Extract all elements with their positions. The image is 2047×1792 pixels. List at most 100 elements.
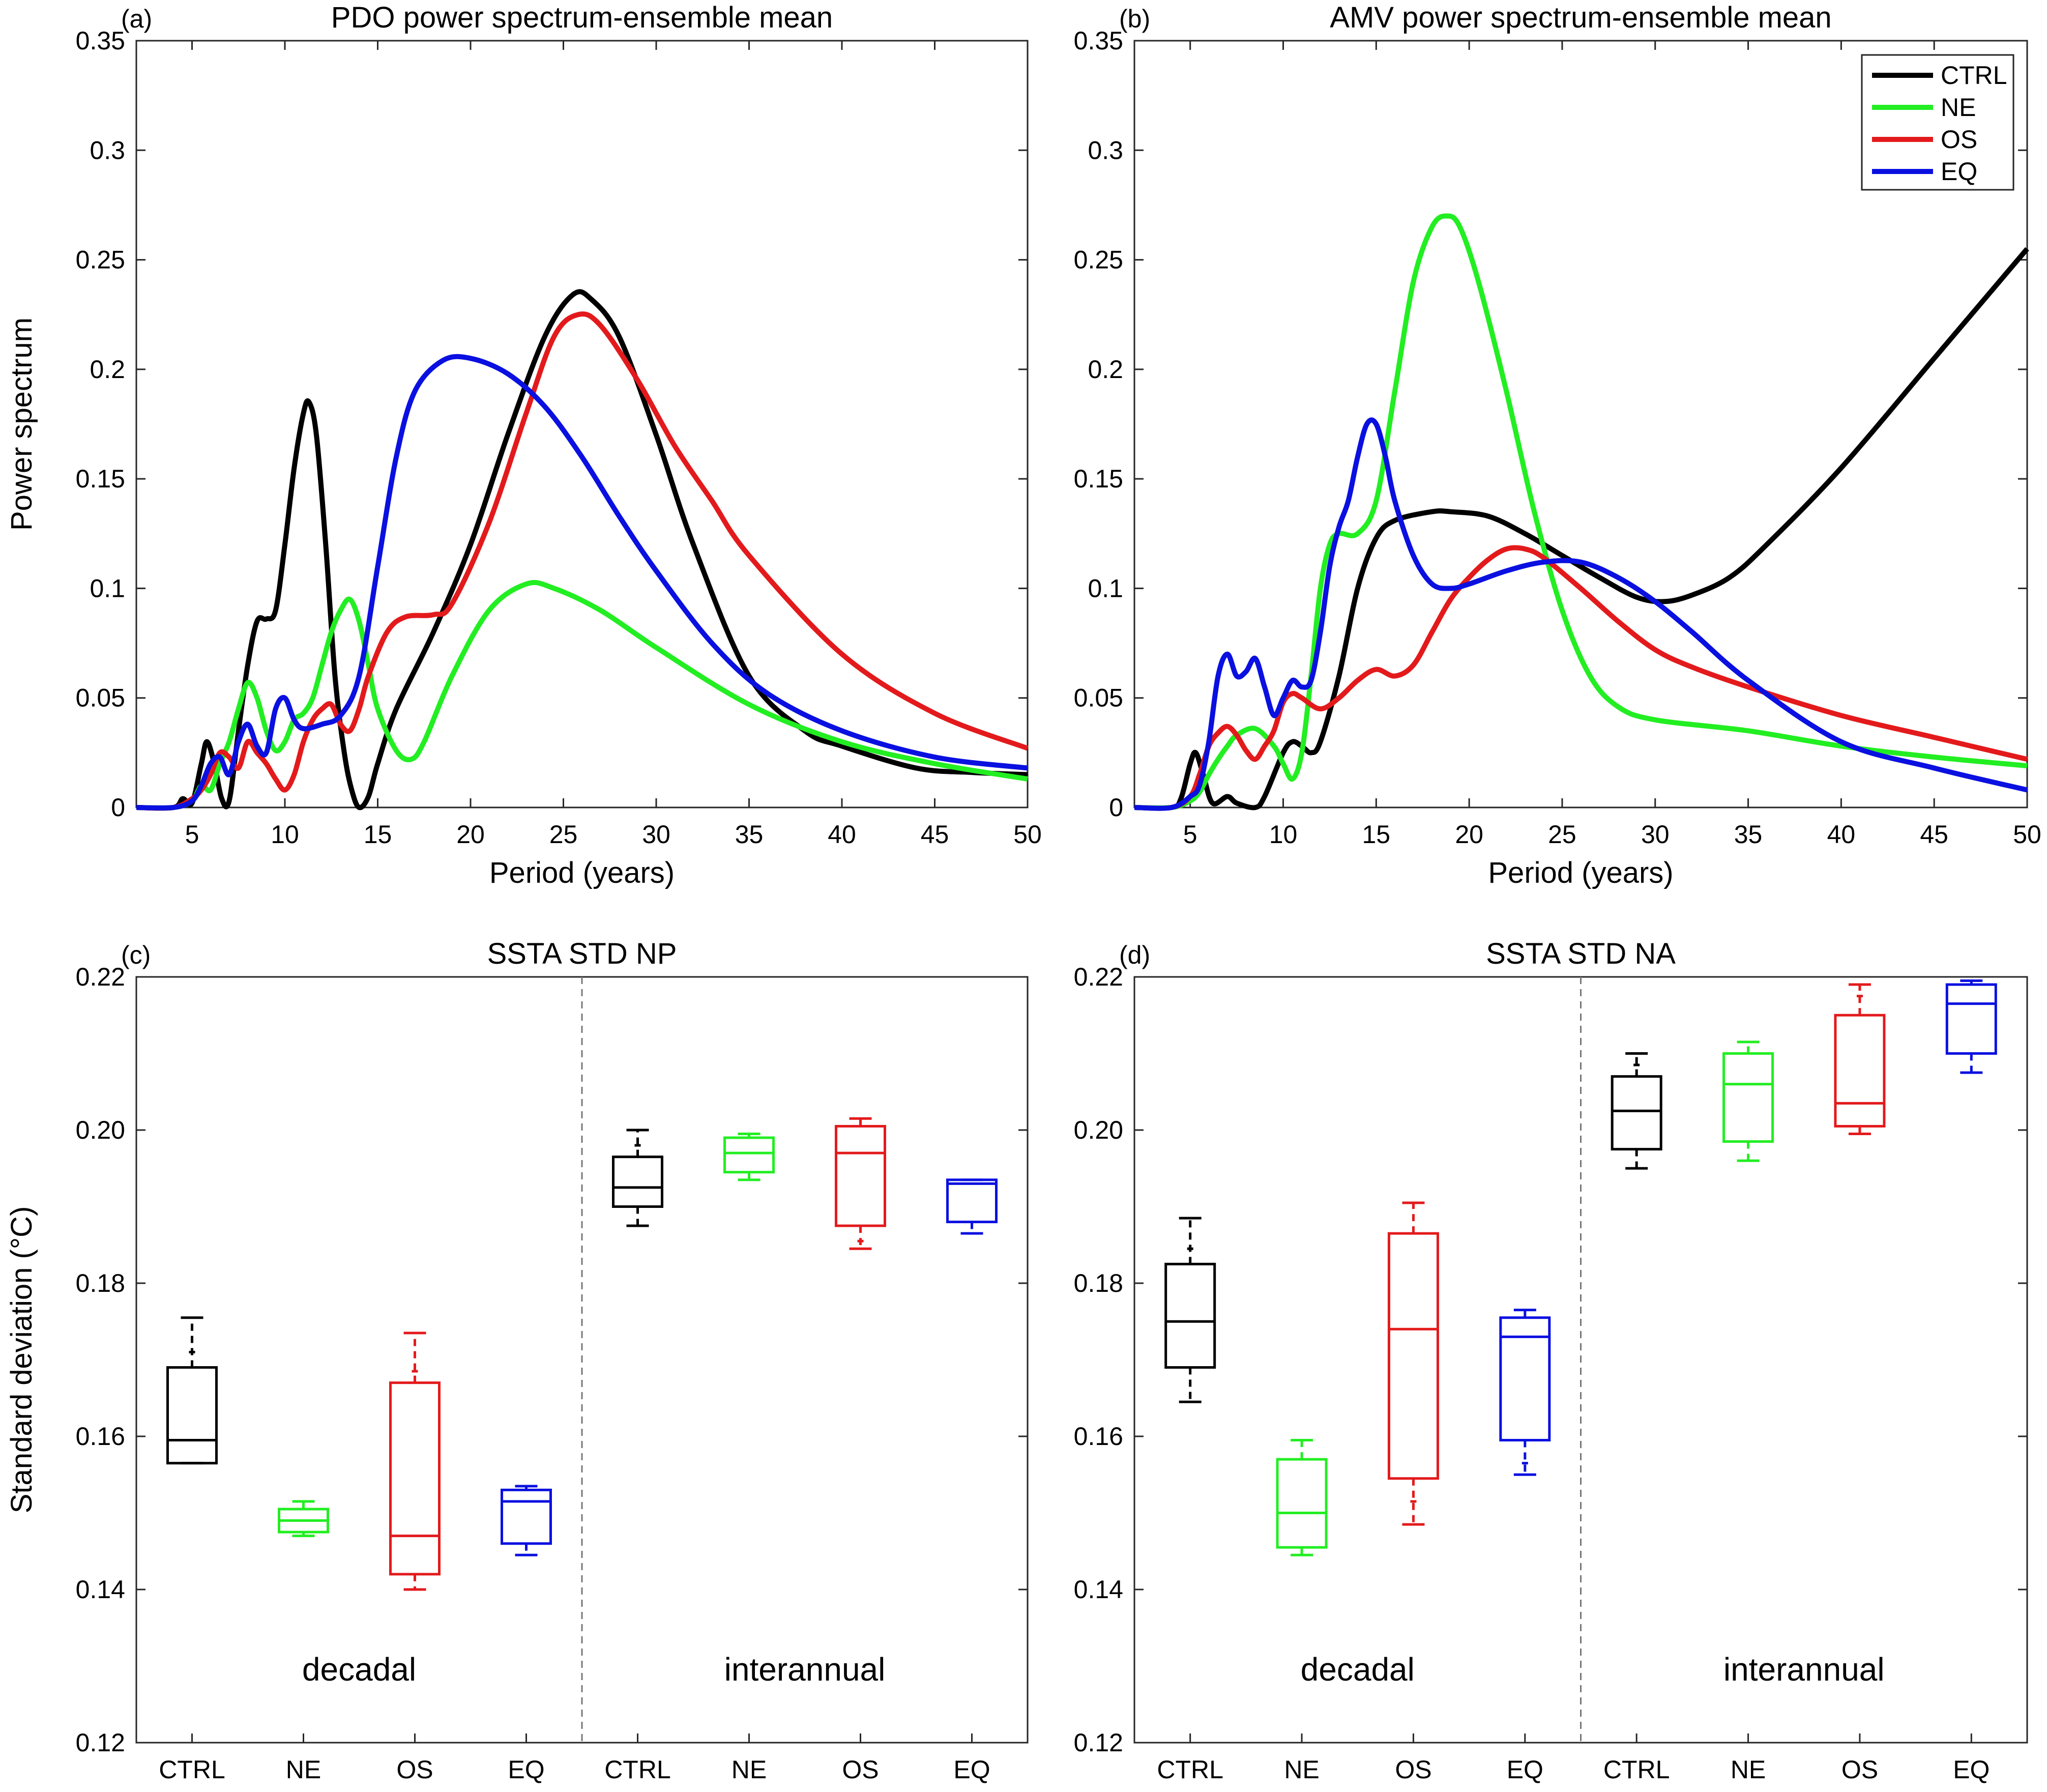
chart-title-c: SSTA STD NP	[487, 937, 677, 970]
x-tick-label-c: OS	[396, 1755, 433, 1784]
x-tick-label-c: OS	[842, 1755, 879, 1784]
y-tick-label-c: 0.20	[76, 1116, 125, 1144]
box-eq-d	[1499, 1309, 1551, 1476]
x-tick-label-a: 15	[364, 820, 392, 849]
x-tick-label-c: CTRL	[604, 1755, 671, 1784]
x-tick-label-b: 40	[1827, 820, 1856, 849]
group-label-c: interannual	[724, 1651, 886, 1688]
x-tick-label-a: 45	[921, 820, 949, 849]
y-tick-label-b: 0	[1109, 793, 1123, 822]
x-tick-label-d: EQ	[1507, 1755, 1543, 1784]
x-tick-label-d: NE	[1284, 1755, 1319, 1784]
y-tick-label-d: 0.22	[1074, 963, 1123, 991]
y-tick-label-a: 0.1	[90, 574, 125, 602]
box-ne-d	[1276, 1439, 1328, 1556]
y-tick-label-c: 0.16	[76, 1422, 125, 1451]
box-iqr	[1611, 1075, 1662, 1151]
x-tick-label-a: 35	[735, 820, 764, 849]
box-eq-c	[501, 1485, 552, 1556]
y-tick-label-d: 0.20	[1074, 1116, 1123, 1144]
panel-d-ssta-std-na: 0.12 0.14 0.16 0.18 0.20 0.22(d) SSTA STD NA de…	[1074, 937, 2028, 1784]
box-iqr	[1164, 1262, 1216, 1369]
y-axis-label-c: Standard deviation (°C)	[5, 1206, 38, 1514]
y-tick-label-d: 0.18	[1074, 1269, 1123, 1297]
x-axis-label-b: Period (years)	[1488, 856, 1673, 889]
y-tick-label-b: 0.25	[1074, 246, 1123, 274]
y-tick-label-a: 0.15	[76, 465, 125, 493]
plot-frame-a	[135, 40, 1029, 808]
x-tick-label-c: CTRL	[159, 1755, 225, 1784]
y-tick-label-c: 0.22	[76, 963, 125, 991]
x-tick-label-c: NE	[732, 1755, 767, 1784]
box-eq-d	[1945, 979, 1997, 1074]
x-tick-label-b: 45	[1920, 820, 1948, 849]
panel-label-c: (c)	[121, 941, 151, 969]
x-tick-label-a: 25	[549, 820, 578, 849]
y-tick-label-a: 0.35	[76, 26, 125, 55]
y-tick-label-d: 0.16	[1074, 1422, 1123, 1451]
panel-b-amv-spectrum: 0 0.05 0.1 0.15 0.2 0.25 0.3 0.35 5 10 15 20 25 30 35 4…	[1074, 1, 2041, 889]
x-axis-label-a: Period (years)	[489, 856, 675, 889]
box-iqr	[835, 1124, 886, 1227]
x-tick-label-d: EQ	[1953, 1755, 1990, 1784]
series-line-ne-a	[136, 580, 1028, 811]
legend-label-os: OS	[1941, 125, 1977, 154]
panel-c-ssta-std-np: 0.12 0.14 0.16 0.18 0.20 0.22(c) SSTA STD NP St…	[5, 937, 1029, 1784]
series-line-ne-b	[1134, 213, 2028, 811]
box-iqr	[612, 1155, 663, 1208]
panel-label-a: (a)	[121, 5, 152, 33]
box-iqr	[166, 1366, 218, 1465]
group-label-d: interannual	[1723, 1651, 1885, 1688]
y-tick-label-d: 0.14	[1074, 1575, 1123, 1604]
y-tick-label-b: 0.1	[1088, 574, 1123, 602]
box-iqr	[501, 1488, 552, 1545]
x-tick-label-b: 20	[1455, 820, 1483, 849]
series-line-eq-a	[136, 354, 1028, 811]
y-tick-label-c: 0.14	[76, 1575, 125, 1604]
x-tick-label-a: 10	[271, 820, 299, 849]
series-line-os-a	[136, 311, 1029, 811]
series-line-eq-b	[1134, 417, 2028, 811]
x-tick-label-d: OS	[1841, 1755, 1878, 1784]
plot-frame-b	[1133, 40, 2028, 808]
x-tick-label-c: NE	[286, 1755, 321, 1784]
panel-label-d: (d)	[1119, 941, 1150, 969]
box-os-c	[835, 1117, 886, 1250]
x-tick-label-b: 25	[1548, 820, 1576, 849]
x-tick-label-b: 50	[2013, 820, 2041, 849]
x-tick-label-c: EQ	[508, 1755, 544, 1784]
box-ctrl-d	[1611, 1052, 1662, 1170]
box-iqr	[1276, 1458, 1328, 1549]
x-tick-label-a: 5	[185, 820, 199, 849]
panel-a-pdo-spectrum: 0 0.05 0.1 0.15 0.2 0.25 0.3 0.35 5 10 15 20 25 30 35 4…	[5, 1, 1042, 889]
box-ctrl-c	[612, 1129, 663, 1227]
group-label-c: decadal	[302, 1651, 416, 1688]
x-tick-label-d: CTRL	[1157, 1755, 1223, 1784]
box-eq-c	[946, 1178, 998, 1235]
chart-title-a: PDO power spectrum-ensemble mean	[331, 1, 833, 34]
y-tick-label-a: 0	[111, 793, 125, 822]
box-iqr	[946, 1178, 998, 1224]
box-ne-c	[278, 1500, 329, 1538]
group-label-d: decadal	[1301, 1651, 1415, 1688]
y-axis-label-a: Power spectrum	[5, 317, 38, 531]
box-iqr	[1834, 1014, 1886, 1128]
x-tick-label-d: NE	[1731, 1755, 1766, 1784]
series-line-os-b	[1134, 545, 2028, 811]
y-tick-label-b: 0.35	[1074, 26, 1123, 55]
y-tick-label-c: 0.18	[76, 1269, 125, 1297]
legend-label-ne: NE	[1941, 93, 1976, 122]
box-iqr	[1387, 1232, 1439, 1480]
y-tick-label-a: 0.05	[76, 684, 125, 712]
box-ne-c	[723, 1133, 775, 1181]
box-ctrl-d	[1164, 1217, 1216, 1403]
box-ctrl-c	[166, 1316, 218, 1465]
series-line-ctrl-b	[1134, 247, 2029, 811]
y-tick-label-c: 0.12	[76, 1728, 125, 1757]
chart-title-b: AMV power spectrum-ensemble mean	[1330, 1, 1831, 34]
box-iqr	[1722, 1052, 1774, 1143]
legend-label-ctrl: CTRL	[1941, 61, 2007, 90]
y-tick-label-a: 0.3	[90, 136, 125, 164]
y-tick-label-b: 0.15	[1074, 465, 1123, 493]
